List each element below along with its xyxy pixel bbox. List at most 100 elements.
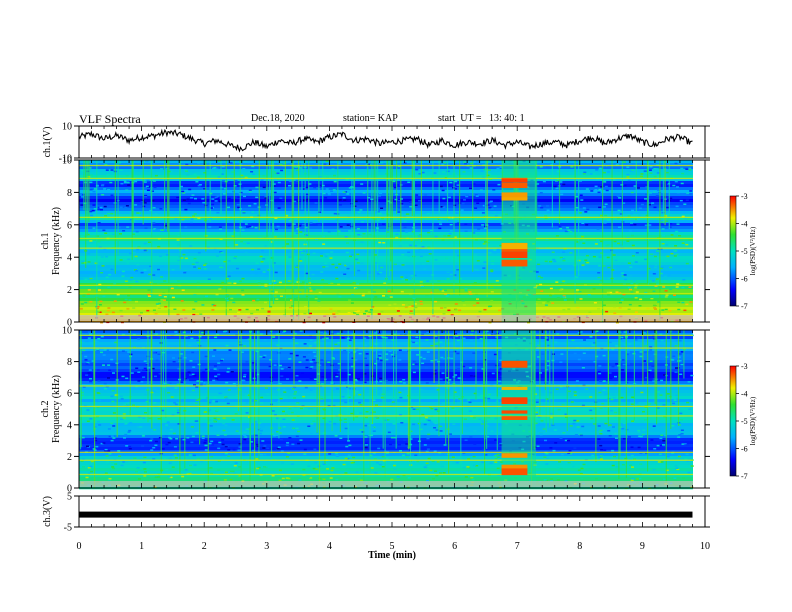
spectrogram-cell: [628, 303, 632, 306]
spectrogram-cell: [657, 278, 661, 280]
spectrogram-cell: [281, 462, 284, 464]
spectrogram-cell: [196, 341, 200, 344]
spectrogram-cell: [580, 466, 583, 469]
spectrogram-cell: [464, 418, 467, 420]
spectrogram-cell: [612, 254, 616, 256]
spectrogram-cell: [148, 295, 151, 297]
spectrogram-cell: [672, 184, 676, 187]
spectrogram-cell: [592, 287, 596, 290]
spectrogram-cell: [173, 454, 177, 457]
spectrogram-cell: [416, 408, 419, 411]
spectrogram-cell: [441, 239, 445, 241]
spectrogram-cell: [346, 224, 350, 226]
spectrogram-cell: [562, 295, 566, 297]
spectrogram-cell: [567, 308, 571, 310]
spectrogram-cell: [573, 419, 577, 422]
y-tick-label: 8: [67, 188, 72, 199]
spectrogram-cell: [173, 402, 177, 404]
spectrogram-cell: [152, 180, 156, 182]
spectrogram-cell: [545, 457, 549, 460]
spectrogram-cell: [100, 335, 104, 338]
spectrogram-cell: [597, 191, 601, 194]
spectrogram-cell: [80, 391, 84, 394]
sferic-streak: [382, 330, 384, 449]
spectrogram-cell: [614, 346, 618, 348]
spectrogram-cell: [675, 394, 679, 397]
spectrogram-cell: [470, 339, 473, 342]
spectrogram-cell: [688, 193, 692, 195]
spectrogram-cell: [128, 445, 132, 448]
spectrogram-cell: [549, 416, 553, 419]
spectrogram-cell: [89, 465, 93, 468]
spectrogram-cell: [228, 349, 232, 351]
spectrogram-cell: [560, 193, 564, 196]
spectrogram-cell: [677, 430, 681, 432]
spectrogram-cell: [393, 263, 397, 266]
spectrogram-cell: [387, 290, 391, 293]
sferic-streak: [654, 330, 656, 405]
spectrogram-cell: [198, 184, 202, 186]
spectrogram-cell: [85, 340, 89, 343]
spectrogram-cell: [651, 280, 655, 282]
spectrogram-cell: [127, 431, 131, 433]
spectrogram-cell: [492, 189, 496, 191]
spectrogram-cell: [649, 166, 653, 168]
spectrogram-cell: [92, 190, 96, 193]
spectrogram-cell: [345, 445, 349, 448]
spectrogram-cell: [320, 281, 324, 284]
spectrogram-cell: [622, 438, 626, 440]
spectrogram-cell: [227, 197, 231, 200]
spectrogram-cell: [430, 345, 434, 347]
spectrogram-cell: [335, 266, 338, 269]
spectrogram-cell: [80, 235, 84, 238]
spectrogram-cell: [615, 363, 619, 365]
spectrogram-band: [79, 220, 693, 224]
spectrogram-cell: [158, 437, 162, 439]
spectrogram-cell: [613, 384, 617, 386]
spectrogram-cell: [293, 200, 297, 203]
spectrogram-cell: [254, 421, 257, 423]
spectrogram-cell: [437, 280, 441, 282]
spectrogram-cell: [123, 437, 126, 439]
spectrogram-cell: [365, 364, 369, 366]
x-tick-label: 1: [139, 541, 144, 552]
spectrogram-cell: [649, 172, 653, 174]
spectrogram-cell: [631, 255, 635, 257]
spectrogram-cell: [320, 383, 324, 385]
colorbar-tick-label: -5: [741, 417, 748, 426]
spectrogram-cell: [274, 217, 278, 219]
spectrogram-cell: [418, 249, 422, 251]
tone-line: [79, 247, 693, 249]
spectrogram-band: [79, 304, 693, 308]
spectrogram-cell: [354, 310, 358, 313]
spectrogram-cell: [303, 448, 307, 451]
spectrogram-cell: [634, 311, 638, 313]
spectrogram-cell: [182, 309, 186, 311]
spectrogram-cell: [679, 199, 683, 202]
spectrogram-cell: [611, 464, 615, 467]
spectrogram-cell: [221, 443, 225, 446]
spectrogram-cell: [159, 255, 162, 257]
spectrogram-cell: [177, 409, 180, 411]
spectrogram-cell: [98, 304, 102, 306]
spectrogram-cell: [269, 359, 273, 361]
spectrogram-cell: [473, 282, 477, 284]
sferic-streak: [602, 160, 604, 322]
spectrogram-cell: [308, 353, 311, 356]
spectrogram-cell: [336, 393, 340, 395]
spectrogram-cell: [244, 223, 248, 225]
spectrogram-cell: [441, 189, 445, 192]
spectrogram-cell: [114, 463, 118, 465]
spectrogram-cell: [380, 266, 384, 269]
spectrogram-cell: [644, 291, 648, 294]
spectrogram-cell: [387, 431, 391, 434]
spectrogram-cell: [193, 266, 197, 268]
spectrogram-band: [79, 411, 693, 415]
spectrogram-cell: [204, 262, 208, 265]
spectrogram-cell: [289, 479, 293, 481]
y-tick-label: -5: [64, 523, 72, 534]
spectrogram-cell: [392, 275, 395, 277]
spectrogram-cell: [224, 452, 228, 455]
spectrogram-cell: [272, 183, 276, 185]
spectrogram-cell: [217, 362, 221, 364]
